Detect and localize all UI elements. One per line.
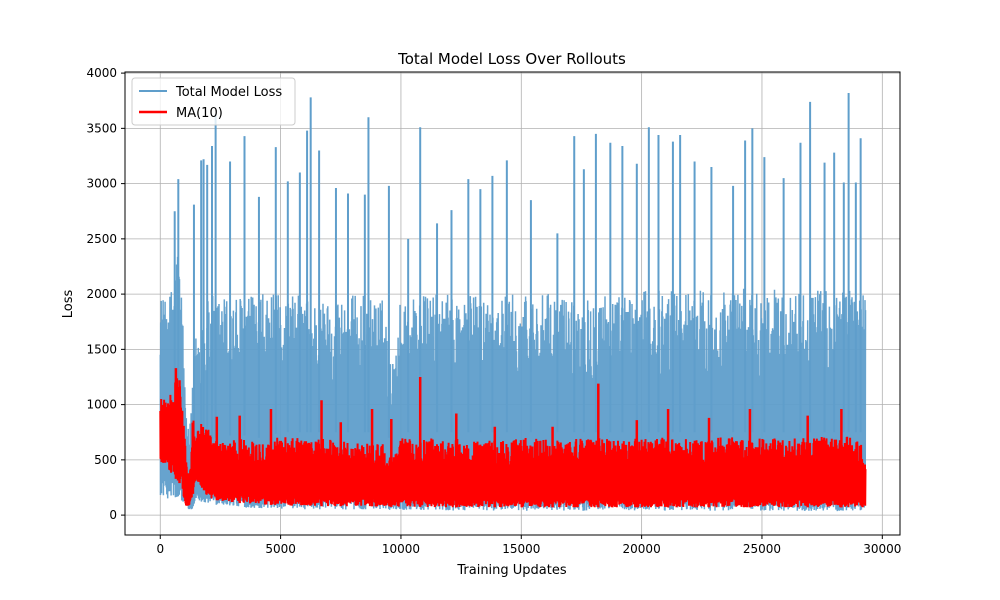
- y-tick-label: 0: [109, 508, 117, 522]
- series-total-model-loss: [159, 92, 867, 512]
- x-axis: 0 5000 10000 15000 20000 25000 30000: [156, 535, 901, 556]
- plot-frame: [124, 71, 901, 536]
- y-tick-label: 500: [94, 453, 117, 467]
- y-tick-label: 4000: [86, 66, 117, 80]
- y-axis: 0 500 1000 1500 2000 2500 3000 3500 4000: [86, 66, 125, 522]
- x-axis-label: Training Updates: [456, 563, 567, 578]
- y-tick-label: 1000: [86, 398, 117, 412]
- legend-box: [131, 77, 296, 126]
- x-tick-label: 15000: [502, 542, 540, 556]
- x-tick-label: 25000: [743, 542, 781, 556]
- y-tick-label: 2000: [86, 287, 117, 301]
- plot-area: [124, 71, 901, 536]
- x-tick-label: 5000: [265, 542, 296, 556]
- x-tick-label: 20000: [623, 542, 661, 556]
- y-tick-label: 1500: [86, 342, 117, 356]
- legend-label-ma10: MA(10): [176, 106, 223, 121]
- series-line: [159, 378, 867, 508]
- x-tick-label: 0: [156, 542, 164, 556]
- legend-label-total-model-loss: Total Model Loss: [175, 85, 282, 100]
- y-axis-label: Loss: [61, 290, 76, 319]
- x-tick-label: 30000: [863, 542, 901, 556]
- legend: Total Model Loss MA(10): [131, 77, 296, 126]
- chart-title: Total Model Loss Over Rollouts: [397, 50, 626, 68]
- y-tick-label: 3500: [86, 121, 117, 135]
- x-tick-label: 10000: [382, 542, 420, 556]
- series-layer: [159, 92, 867, 512]
- y-tick-label: 3000: [86, 177, 117, 191]
- y-tick-label: 2500: [86, 232, 117, 246]
- series-ma10: [159, 368, 867, 508]
